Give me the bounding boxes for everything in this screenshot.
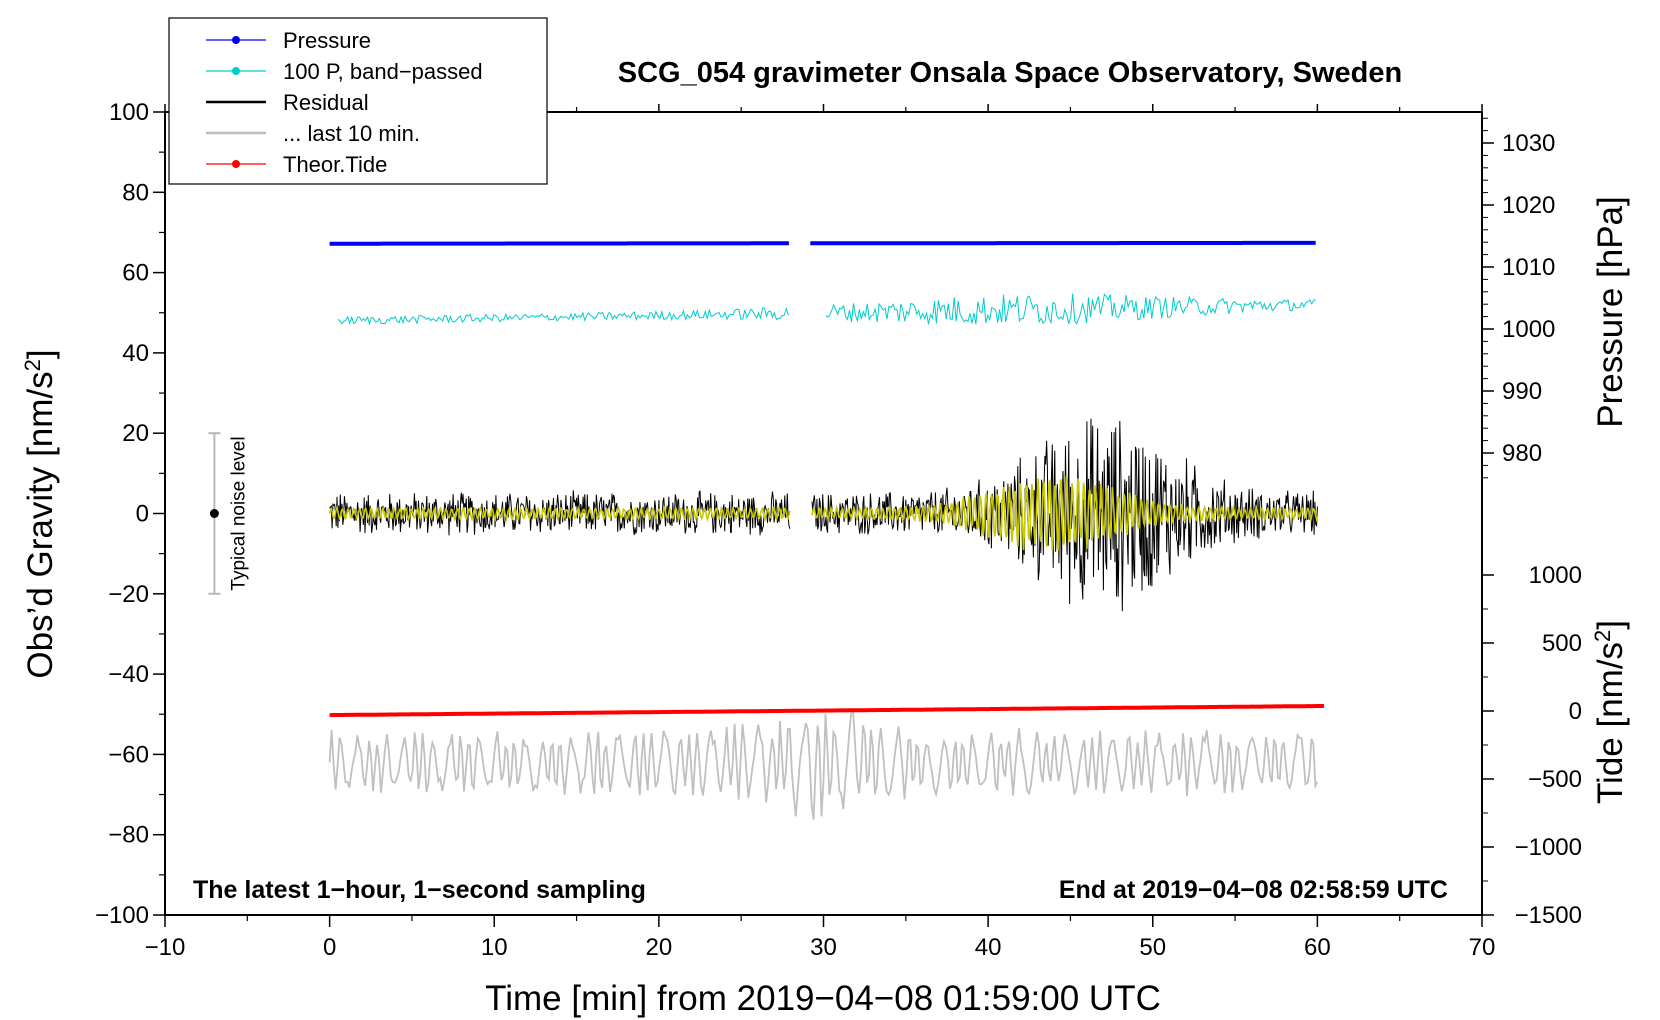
legend-label: Residual [283,90,369,115]
series-theor-tide [329,704,1324,718]
legend-marker [232,160,240,168]
pressure-tick-label: 1000 [1502,316,1555,343]
note-left: The latest 1−hour, 1−second sampling [193,876,646,904]
y-tick-label: 40 [122,340,149,367]
x-tick-label: 30 [810,934,837,961]
y-tick-label: 60 [122,260,149,287]
legend-label: ... last 10 min. [283,121,420,146]
x-tick-label: 10 [481,934,508,961]
tide-tick-label: 500 [1542,630,1582,657]
y-tick-label: −40 [108,661,149,688]
pressure-tick-label: 1030 [1502,130,1555,157]
legend: Pressure 100 P, band−passed Residual ... la… [168,17,548,185]
y-axis-label-left-sup: 2 [20,359,45,371]
y-tick-label: −20 [108,581,149,608]
x-tick-label: 20 [646,934,673,961]
x-axis-label: Time [min] from 2019−04−08 01:59:00 UTC [485,979,1161,1018]
pressure-tick-label: 1010 [1502,254,1555,281]
series-band-passed [337,293,1316,326]
x-tick-label: 40 [975,934,1002,961]
noise-bar-dot [209,509,219,518]
tide-tick-label: −1500 [1515,902,1582,929]
x-tick-label: 0 [323,934,336,961]
tide-tick-label: −1000 [1515,834,1582,861]
tide-tick-label: 1000 [1529,562,1582,589]
y-axis-label-tide-main: Tide [nm/s [1591,642,1630,804]
y-axis-label-left-main: Obs’d Gravity [nm/s [21,371,60,678]
pressure-tick-label: 1020 [1502,192,1555,219]
series-last-10-min [328,708,1319,820]
series-pressure [329,240,1316,246]
legend-label: Theor.Tide [283,152,387,177]
series-residual-smoothed [328,476,1319,551]
noise-bar-label: Typical noise level [228,436,249,590]
pressure-tick-label: 980 [1502,440,1542,467]
noise-bar: Typical noise level [208,432,249,595]
note-right: End at 2019−04−08 02:58:59 UTC [1059,876,1448,904]
legend-label: 100 P, band−passed [283,59,483,84]
ticks-layer: −10 0 10 20 30 40 50 60 70−100−80−60−40−20020406… [95,99,1582,961]
x-tick-label: 60 [1304,934,1331,961]
y-tick-label: −80 [108,822,149,849]
legend-marker [232,67,240,75]
y-tick-label: −60 [108,741,149,768]
chart-title: SCG_054 gravimeter Onsala Space Observat… [618,57,1402,89]
y-tick-label: −100 [95,902,149,929]
y-axis-label-tide-end: ] [1591,620,1630,630]
tide-tick-label: −500 [1528,766,1582,793]
y-axis-label-tide: Tide [nm/s2] [1590,620,1630,804]
y-axis-label-tide-sup: 2 [1590,630,1615,642]
y-axis-label-left-end: ] [21,349,60,359]
x-tick-label: 50 [1139,934,1166,961]
tide-tick-label: 0 [1569,698,1582,725]
y-axis-label-left: Obs’d Gravity [nm/s2] [20,349,60,678]
y-tick-label: 20 [122,420,149,447]
y-tick-label: 80 [122,179,149,206]
y-tick-label: 100 [109,99,149,126]
series-layer [328,240,1324,820]
x-tick-label: −10 [145,934,186,961]
pressure-tick-label: 990 [1502,378,1542,405]
x-tick-label: 70 [1469,934,1496,961]
y-axis-label-pressure: Pressure [hPa] [1591,196,1630,428]
y-tick-label: 0 [136,501,149,528]
legend-label: Pressure [283,28,371,53]
legend-marker [232,36,240,44]
